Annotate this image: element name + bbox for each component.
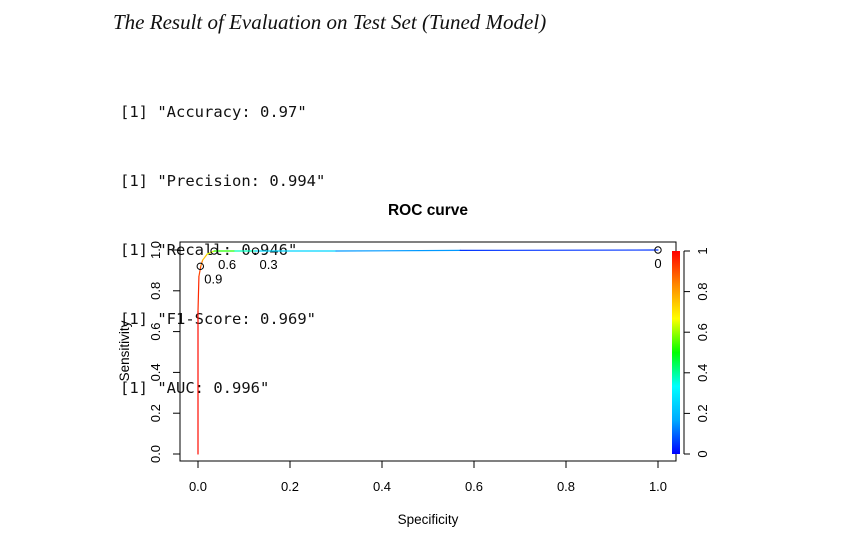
console-line: [1] "Precision: 0.994" — [120, 170, 325, 193]
roc-segment — [197, 275, 200, 312]
colorbar-tick-label: 1 — [695, 247, 710, 254]
colorbar-tick-label: 0.4 — [695, 364, 710, 382]
console-text: "Accuracy: 0.97" — [157, 103, 307, 121]
console-prefix: [1] — [120, 379, 148, 397]
y-tick-label: 0.8 — [148, 282, 163, 300]
x-tick-label: 0.2 — [281, 479, 299, 494]
x-tick-label: 0.6 — [465, 479, 483, 494]
colorbar-tick-label: 0.2 — [695, 404, 710, 422]
x-tick-label: 0.8 — [557, 479, 575, 494]
threshold-point — [196, 262, 205, 271]
threshold-label: 0 — [654, 256, 661, 271]
console-output: [1] "Accuracy: 0.97" [1] "Precision: 0.9… — [120, 55, 325, 423]
y-axis: 0.0 0.2 0.4 0.6 0.8 1.0 — [148, 241, 181, 463]
chart-title: ROC curve — [388, 202, 468, 219]
threshold-point — [654, 246, 662, 254]
page-heading: The Result of Evaluation on Test Set (Tu… — [113, 10, 547, 34]
y-tick-label: 0.0 — [148, 445, 163, 463]
console-text: "F1-Score: 0.969" — [157, 310, 316, 328]
colorbar-tick-label: 0 — [695, 450, 710, 457]
console-line: [1] "Accuracy: 0.97" — [120, 101, 325, 124]
threshold-point — [210, 247, 218, 255]
console-prefix: [1] — [120, 172, 148, 190]
colorbar — [672, 251, 680, 454]
y-axis-label: Sensitivity — [117, 320, 132, 381]
x-tick-label: 0.4 — [373, 479, 391, 494]
x-axis: 0.0 0.2 0.4 0.6 0.8 1.0 — [189, 460, 667, 494]
threshold-label: 0.3 — [260, 257, 278, 272]
roc-segment — [202, 253, 208, 261]
console-text: "AUC: 0.996" — [157, 379, 270, 397]
roc-chart: ROC curve Specificity Sensitivity 0.0 0.2… — [117, 202, 710, 527]
x-tick-label: 0.0 — [189, 479, 207, 494]
colorbar-tick-label: 0.6 — [695, 323, 710, 341]
colorbar-axis: 0 0.2 0.4 0.6 0.8 1 — [683, 247, 710, 458]
console-prefix: [1] — [120, 310, 148, 328]
threshold-label: 0.9 — [204, 271, 222, 286]
console-prefix: [1] — [120, 241, 148, 259]
x-tick-label: 1.0 — [649, 479, 667, 494]
plot-frame — [179, 241, 677, 462]
threshold-point — [251, 247, 260, 255]
threshold-markers: 0.90.6 0.3 0 — [196, 246, 662, 286]
console-line: [1] "F1-Score: 0.969" — [120, 308, 325, 331]
y-tick-label: 1.0 — [148, 241, 163, 259]
x-axis-label: Specificity — [398, 512, 459, 527]
roc-segment — [198, 265, 202, 278]
console-text: "Precision: 0.994" — [157, 172, 326, 190]
console-prefix: [1] — [120, 103, 148, 121]
colorbar-tick-label: 0.8 — [695, 283, 710, 301]
roc-segment — [335, 249, 461, 252]
roc-segment — [206, 250, 215, 255]
console-line: [1] "AUC: 0.996" — [120, 377, 325, 400]
y-tick-label: 0.6 — [148, 323, 163, 341]
roc-curve — [197, 249, 659, 455]
threshold-label: 0.6 — [218, 257, 236, 272]
y-tick-label: 0.4 — [148, 363, 163, 381]
y-tick-label: 0.2 — [148, 404, 163, 422]
